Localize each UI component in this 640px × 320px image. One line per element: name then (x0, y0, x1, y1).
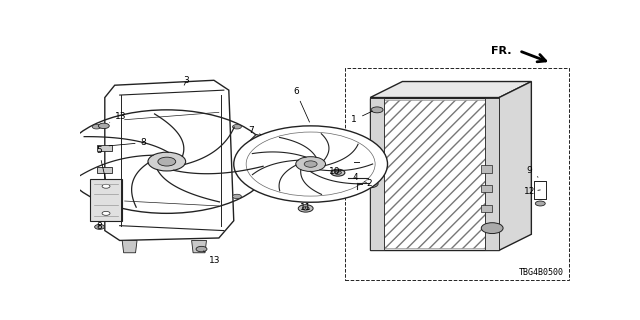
Text: 3: 3 (184, 76, 189, 85)
Bar (348, 173, 356, 182)
Text: 4: 4 (353, 173, 358, 182)
Bar (370, 98, 499, 250)
Bar (481, 205, 492, 212)
Bar (485, 98, 499, 250)
Text: 8: 8 (96, 222, 102, 231)
Circle shape (158, 157, 176, 166)
Text: 5: 5 (96, 146, 106, 179)
Bar (370, 98, 384, 250)
Circle shape (362, 180, 378, 188)
Text: 1: 1 (351, 111, 372, 124)
Circle shape (302, 207, 309, 210)
Circle shape (298, 205, 313, 212)
Text: 8: 8 (109, 138, 147, 147)
Circle shape (148, 152, 186, 171)
Circle shape (95, 224, 104, 229)
Bar (97, 167, 112, 173)
Circle shape (92, 124, 101, 129)
Text: 10: 10 (329, 167, 340, 176)
Circle shape (359, 156, 381, 167)
Circle shape (244, 148, 278, 165)
Text: 12: 12 (524, 187, 540, 196)
Polygon shape (370, 82, 531, 98)
Bar (97, 145, 112, 151)
Bar (481, 185, 492, 192)
Bar (481, 165, 492, 173)
Circle shape (481, 223, 503, 234)
Text: 7: 7 (248, 126, 261, 135)
Circle shape (232, 124, 241, 129)
Circle shape (332, 170, 344, 176)
Polygon shape (105, 80, 234, 240)
Circle shape (99, 123, 109, 129)
Circle shape (234, 126, 388, 202)
Circle shape (359, 187, 367, 191)
Bar (90, 179, 122, 221)
Text: 2: 2 (364, 179, 372, 188)
Polygon shape (191, 240, 207, 253)
Polygon shape (499, 82, 531, 250)
Text: 13: 13 (204, 251, 221, 265)
Circle shape (335, 171, 341, 174)
Polygon shape (246, 134, 281, 174)
Bar (534, 181, 546, 198)
Circle shape (102, 212, 110, 215)
Circle shape (304, 161, 317, 167)
Circle shape (331, 169, 345, 176)
Circle shape (335, 171, 341, 174)
Text: 13: 13 (109, 111, 127, 123)
Text: FR.: FR. (491, 46, 511, 56)
Text: 6: 6 (293, 87, 310, 122)
Circle shape (196, 246, 207, 252)
Bar (384, 100, 485, 248)
Circle shape (232, 194, 241, 199)
Polygon shape (122, 240, 137, 253)
Text: 9: 9 (527, 166, 538, 177)
Circle shape (371, 107, 383, 113)
Text: 11: 11 (300, 203, 312, 212)
Circle shape (253, 153, 269, 161)
Bar (346, 68, 568, 280)
Text: TBG4B0500: TBG4B0500 (518, 268, 564, 277)
Circle shape (535, 201, 545, 206)
Circle shape (102, 184, 110, 188)
Circle shape (92, 194, 101, 199)
Circle shape (296, 157, 326, 172)
